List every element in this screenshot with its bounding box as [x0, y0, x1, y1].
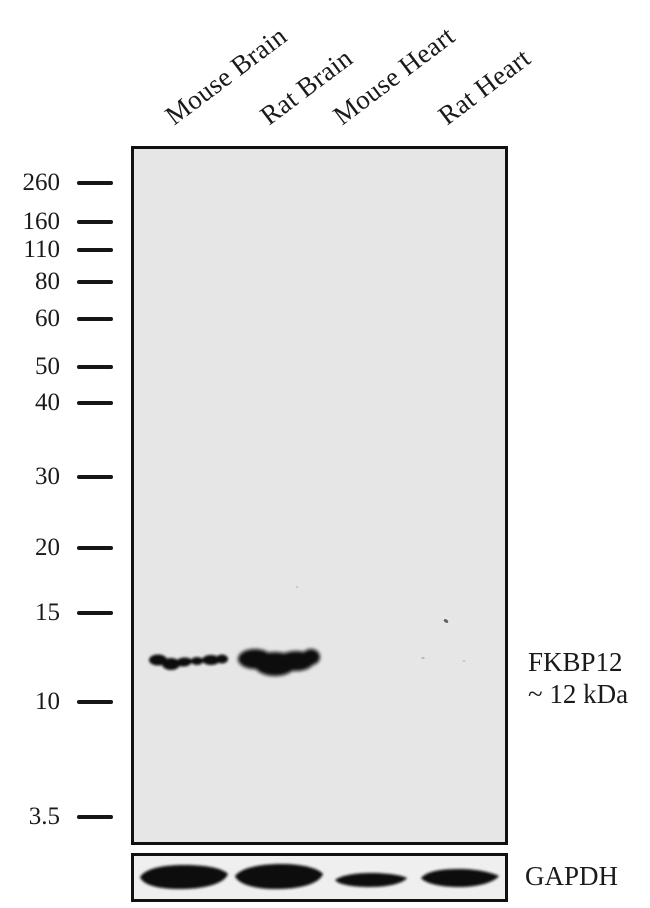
band-gapdh-rat-heart — [421, 869, 499, 887]
mw-label: 50 — [35, 353, 60, 380]
mw-tick-line — [77, 611, 113, 615]
mw-marker-10: 10 — [0, 687, 113, 717]
mw-marker-60: 60 — [0, 304, 113, 334]
mw-tick-line — [77, 365, 113, 369]
mw-tick-line — [77, 248, 113, 252]
mw-label: 80 — [35, 268, 60, 295]
target-size-label: ~ 12 kDa — [528, 679, 629, 709]
gapdh-bands-graphic — [140, 864, 499, 889]
mw-label: 20 — [35, 534, 60, 561]
mw-marker-40: 40 — [0, 388, 113, 418]
mw-label: 3.5 — [28, 803, 60, 830]
mw-label: 15 — [35, 599, 60, 626]
mw-tick-line — [77, 475, 113, 479]
band-fkbp12-mouse-brain — [149, 654, 228, 670]
background-specks — [295, 586, 466, 662]
loading-control-label: GAPDH — [525, 861, 619, 891]
mw-tick-line — [77, 700, 113, 704]
mw-label: 260 — [22, 169, 61, 196]
mw-marker-20: 20 — [0, 533, 113, 563]
band-gapdh-mouse-heart — [335, 873, 407, 887]
mw-tick-line — [77, 546, 113, 550]
mw-marker-80: 80 — [0, 267, 113, 297]
mw-tick-line — [77, 401, 113, 405]
target-band-annotation: FKBP12 ~ 12 kDa — [528, 646, 628, 710]
mw-marker-110: 110 — [0, 235, 113, 265]
mw-label: 60 — [35, 305, 60, 332]
mw-tick-line — [77, 280, 113, 284]
mw-marker-160: 160 — [0, 207, 113, 237]
mw-tick-line — [77, 181, 113, 185]
target-name-label: FKBP12 — [528, 647, 623, 677]
mw-marker-50: 50 — [0, 352, 113, 382]
mw-marker-30: 30 — [0, 462, 113, 492]
mw-marker-3-5: 3.5 — [0, 802, 113, 832]
blot-membrane-panel — [131, 146, 508, 845]
mw-label: 110 — [23, 236, 60, 263]
mw-tick-line — [77, 317, 113, 321]
mw-label: 30 — [35, 463, 60, 490]
band-gapdh-rat-brain — [235, 864, 323, 889]
fkbp12-bands-graphic — [149, 586, 466, 676]
mw-tick-line — [77, 815, 113, 819]
loading-control-panel — [131, 853, 508, 902]
mw-label: 10 — [35, 688, 60, 715]
band-gapdh-mouse-brain — [140, 865, 228, 889]
mw-tick-line — [77, 220, 113, 224]
mw-label: 160 — [22, 208, 61, 235]
band-fkbp12-rat-brain — [238, 649, 320, 676]
mw-marker-260: 260 — [0, 168, 113, 198]
mw-label: 40 — [35, 389, 60, 416]
lane-label-rat-heart: Rat Heart — [432, 42, 536, 131]
mw-marker-15: 15 — [0, 598, 113, 628]
